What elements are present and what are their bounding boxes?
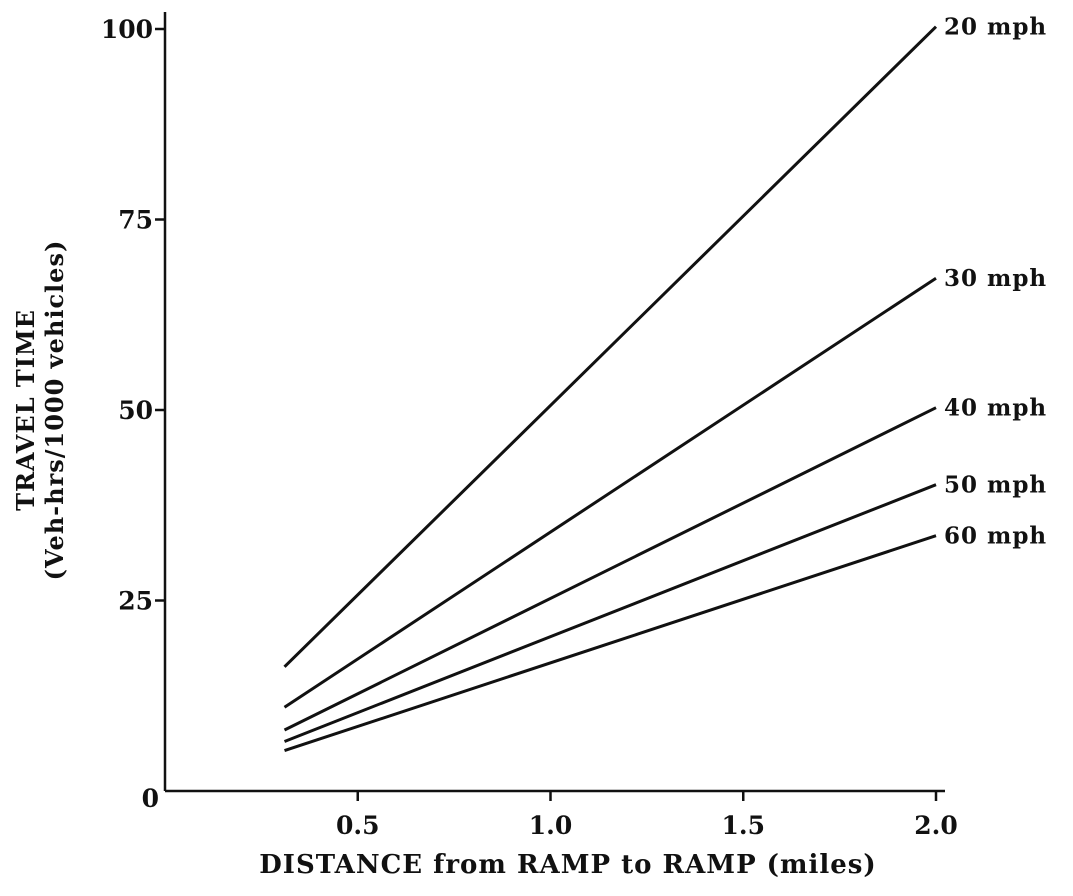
x-axis-title: DISTANCE from RAMP to RAMP (miles) [259, 850, 876, 880]
series-label: 50 mph [944, 472, 1047, 499]
series-label: 40 mph [944, 395, 1047, 422]
series-line-20-mph [283, 25, 938, 668]
series-line-40-mph [283, 406, 937, 732]
series-line-30-mph [283, 276, 937, 709]
series-label: 60 mph [944, 523, 1047, 550]
series-line-60-mph [284, 534, 937, 753]
y-tick-label: 100 [101, 15, 153, 44]
x-tick-label: 0.5 [336, 811, 380, 840]
y-tick-label: 25 [118, 587, 153, 616]
series-label: 20 mph [944, 14, 1047, 41]
y-axis-subtitle: (Veh-hrs/1000 vehicles) [40, 240, 69, 581]
series-label: 30 mph [944, 265, 1047, 292]
y-tick-label: 75 [118, 206, 153, 235]
series-line-50-mph [283, 483, 937, 743]
x-tick-label: 1.5 [722, 811, 766, 840]
x-tick-label: 1.0 [529, 811, 573, 840]
y-tick-label: 0 [142, 784, 159, 813]
y-tick-label: 50 [118, 396, 153, 425]
x-tick-label: 2.0 [914, 811, 958, 840]
y-axis-title: TRAVEL TIME [11, 309, 40, 511]
axis-ticks: 0 25 50 75 100 0.5 1.0 1.5 2.0 [101, 15, 958, 840]
series-group: 20 mph 30 mph 40 mph 50 mph 60 mph [283, 14, 1047, 753]
